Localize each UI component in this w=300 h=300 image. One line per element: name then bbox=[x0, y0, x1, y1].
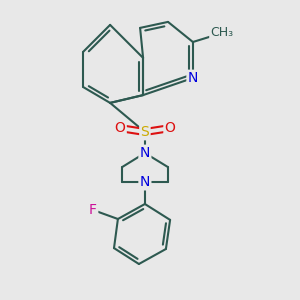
Text: N: N bbox=[140, 175, 150, 189]
Text: N: N bbox=[140, 146, 150, 160]
Text: O: O bbox=[165, 121, 176, 135]
Text: O: O bbox=[115, 121, 125, 135]
Text: S: S bbox=[140, 125, 149, 139]
Text: CH₃: CH₃ bbox=[210, 26, 234, 40]
Text: N: N bbox=[188, 71, 198, 85]
Text: F: F bbox=[89, 203, 97, 217]
